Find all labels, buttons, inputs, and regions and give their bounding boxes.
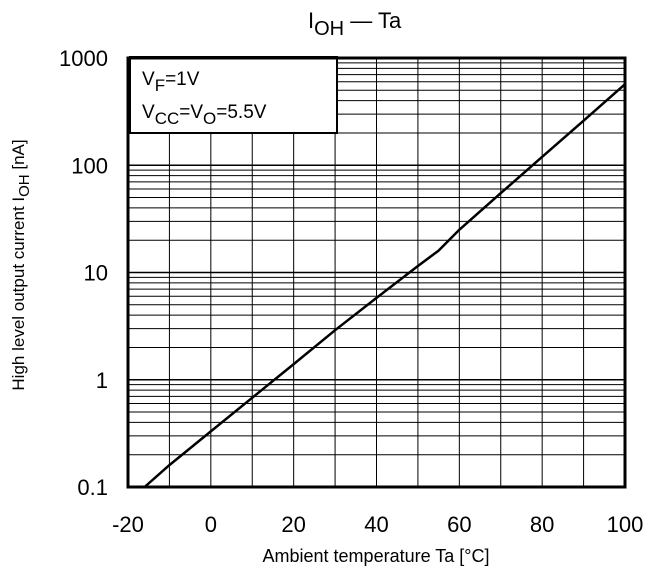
x-tick-label: 20 bbox=[281, 512, 305, 537]
y-tick-label: 10 bbox=[84, 261, 108, 286]
x-tick-label: -20 bbox=[112, 512, 144, 537]
legend-line-2: VCC=VO=5.5V bbox=[142, 102, 267, 128]
series-layer bbox=[143, 83, 626, 488]
legend-box bbox=[129, 56, 338, 134]
y-axis-label: High level output current IOH [nA] bbox=[9, 139, 33, 390]
y-tick-label: 0.1 bbox=[77, 475, 108, 500]
x-tick-label: 80 bbox=[530, 512, 554, 537]
y-tick-label: 1000 bbox=[59, 46, 108, 71]
y-tick-labels: 0.1 1 10 100 1000 bbox=[59, 46, 108, 500]
plot-frame bbox=[126, 56, 627, 489]
x-tick-label: 60 bbox=[447, 512, 471, 537]
series-line bbox=[143, 83, 626, 488]
chart-title: IOH — Ta bbox=[308, 8, 402, 40]
grid bbox=[128, 58, 625, 487]
x-tick-label: 0 bbox=[205, 512, 217, 537]
x-tick-label: 40 bbox=[364, 512, 388, 537]
legend-line-1: VF=1V bbox=[142, 69, 200, 95]
x-tick-labels: -20 0 20 40 60 80 100 bbox=[112, 512, 643, 537]
y-tick-label: 100 bbox=[71, 153, 108, 178]
x-tick-label: 100 bbox=[607, 512, 644, 537]
x-axis-label: Ambient temperature Ta [°C] bbox=[263, 546, 490, 566]
y-tick-label: 1 bbox=[96, 368, 108, 393]
